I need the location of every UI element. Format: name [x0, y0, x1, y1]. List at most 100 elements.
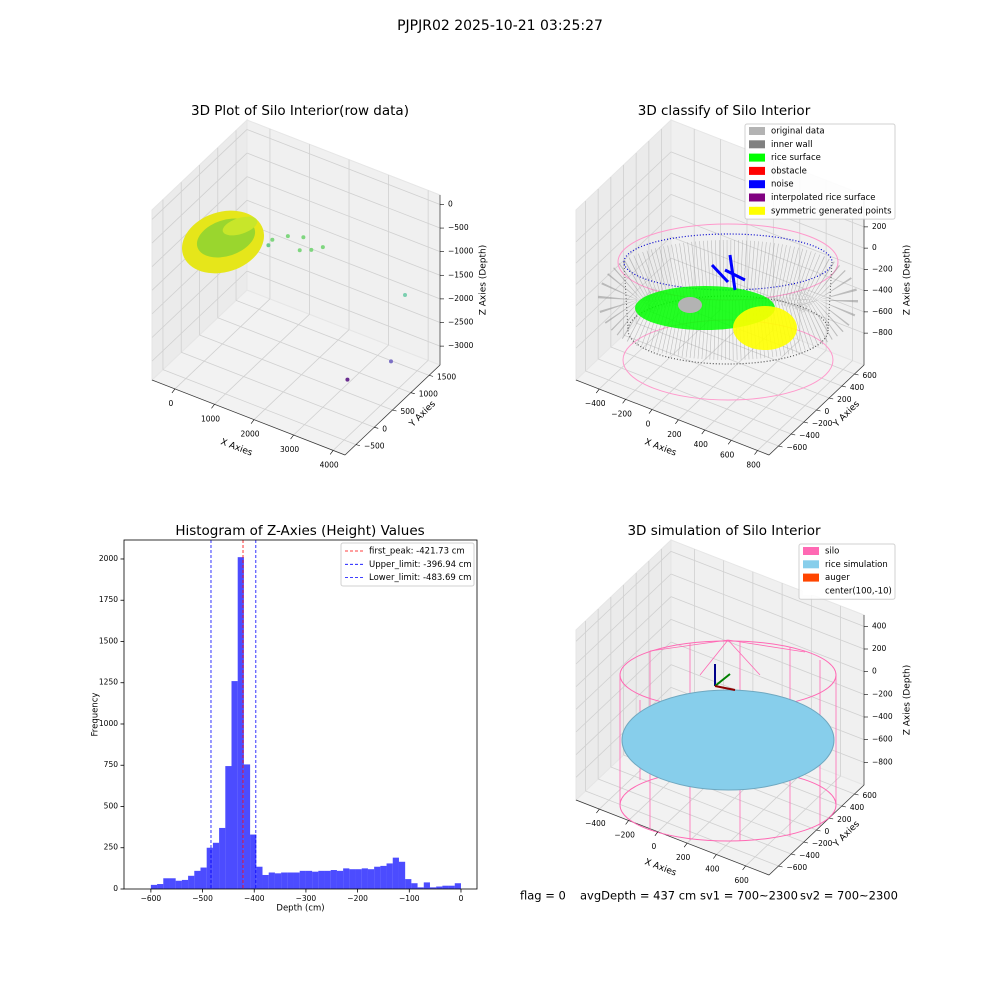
tick-mark — [778, 445, 783, 448]
legend-label: first_peak: -421.73 cm — [369, 547, 465, 557]
grid-line — [246, 152, 441, 229]
tick-mark — [841, 385, 846, 388]
axes-foreground: PJPJR02 2025-10-21 03:25:27 flag = 0 avg… — [91, 18, 913, 914]
noise — [710, 254, 746, 291]
bar — [442, 885, 449, 889]
y-tick-label: −500 — [364, 442, 385, 451]
tick-mark — [701, 429, 705, 435]
grid-line — [181, 351, 375, 428]
x-tick-label: −500 — [192, 894, 213, 903]
tick-mark — [329, 450, 334, 455]
y-tick-label: −400 — [799, 851, 820, 860]
legend-label: symmetric generated points — [771, 206, 892, 216]
legend-swatch — [803, 573, 819, 582]
tick-mark — [675, 419, 679, 424]
x-tick-label: −400 — [585, 819, 606, 828]
grid-line — [246, 176, 441, 253]
x-tick-label: 0 — [651, 842, 656, 851]
point — [345, 377, 350, 382]
point — [320, 245, 325, 250]
x-tick-label: 600 — [734, 876, 749, 885]
grid-line — [670, 236, 865, 313]
tick-mark — [622, 399, 626, 404]
y-tick-label: 600 — [863, 791, 878, 800]
z-tick-label: 200 — [872, 222, 887, 231]
bar — [417, 887, 424, 889]
legend-label: rice simulation — [825, 560, 888, 570]
z-tick-label: −2000 — [448, 294, 474, 303]
auger-axis-y — [714, 673, 731, 687]
grid-line — [246, 223, 441, 300]
legend-swatch — [749, 193, 765, 202]
point — [403, 293, 408, 298]
grid-line — [670, 573, 865, 650]
y-tick-label: −600 — [787, 443, 808, 452]
grid-line — [670, 550, 865, 627]
grid-line — [670, 618, 865, 695]
bar — [274, 873, 282, 889]
bar — [336, 870, 344, 889]
grid-line — [610, 766, 804, 843]
tick-mark — [595, 388, 600, 394]
x-axis-line — [575, 379, 770, 456]
x-tick-label: 3000 — [280, 445, 299, 454]
y-tick-label: 1000 — [99, 719, 118, 728]
y-tick-label: 0 — [825, 407, 830, 416]
y-tick-label: 250 — [104, 843, 119, 852]
y-tick-label: −400 — [799, 431, 820, 440]
bar — [355, 869, 362, 889]
x-tick-label: −400 — [244, 894, 265, 903]
z-tick-label: 0 — [872, 243, 877, 252]
legend-label: silo — [825, 547, 839, 557]
tick-mark — [791, 433, 796, 436]
original-data — [678, 297, 702, 313]
grid-line — [636, 322, 830, 399]
tick-mark — [742, 865, 746, 871]
grid-line — [575, 172, 672, 264]
bar — [219, 827, 226, 889]
y-tick-label: 1250 — [99, 678, 118, 687]
y-tick-label: 1750 — [99, 595, 118, 604]
legend-swatch — [749, 166, 765, 175]
grid-line — [623, 334, 817, 411]
grid-line — [598, 778, 792, 855]
legend-swatch — [749, 180, 765, 189]
tick-mark — [355, 444, 361, 446]
y-tick-label: 400 — [850, 383, 865, 392]
grid-line — [246, 270, 441, 347]
tick-mark — [625, 820, 629, 825]
point-clouds — [181, 210, 858, 842]
bar — [374, 866, 381, 889]
bar — [256, 866, 263, 889]
grid-line — [246, 247, 441, 323]
point — [285, 234, 290, 239]
bar — [188, 875, 195, 889]
y-tick-label: −200 — [812, 839, 833, 848]
bar — [324, 870, 331, 889]
tick-mark — [374, 427, 379, 429]
legend-swatch — [749, 153, 765, 162]
x-tick-label: −300 — [296, 894, 317, 903]
tick-mark — [211, 404, 215, 409]
x-tick-label: −100 — [399, 894, 420, 903]
legend-label: original data — [771, 127, 825, 137]
legend-label: rice surface — [771, 153, 821, 163]
grid-line — [575, 596, 672, 687]
grid-line — [151, 129, 248, 220]
x-tick-label: 200 — [676, 853, 691, 862]
auger-axis-x — [714, 685, 736, 691]
x-tick-label: 800 — [746, 461, 761, 470]
y-tick-label: 2000 — [99, 554, 118, 563]
legend-label: obstacle — [771, 166, 807, 176]
z-axis-label: Z Axies (Depth) — [479, 245, 489, 316]
grid-line — [246, 129, 441, 205]
tick-mark — [803, 421, 808, 424]
tick-mark — [816, 829, 821, 832]
grid-line — [151, 152, 248, 244]
bar — [212, 842, 220, 889]
z-tick-label: −200 — [872, 264, 893, 273]
bar — [287, 872, 294, 889]
bar — [318, 870, 325, 889]
grid-line — [670, 641, 865, 718]
footer-sv2: sv2 = 700~2300 — [800, 889, 898, 903]
